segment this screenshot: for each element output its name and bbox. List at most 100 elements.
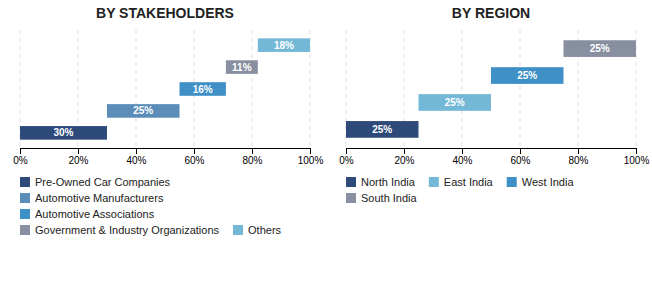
- legend-label: Automotive Manufacturers: [35, 192, 164, 204]
- data-labels: 25% 25% 25% 25%: [372, 43, 610, 135]
- tick-mark: [78, 148, 79, 154]
- legend-label: Automotive Associations: [35, 208, 155, 220]
- legend-label: East India: [444, 176, 494, 188]
- tick: 40%: [126, 148, 146, 166]
- bar: [226, 60, 258, 74]
- tick: 0%: [13, 148, 28, 166]
- tick: 80%: [568, 148, 588, 166]
- legend-item: Automotive Manufacturers: [20, 192, 164, 204]
- tick-label: 80%: [242, 155, 262, 166]
- tick-mark: [310, 148, 311, 154]
- legend-swatch: [20, 209, 30, 219]
- legend-item: South India: [346, 192, 418, 204]
- legend-label: Government & Industry Organizations: [35, 224, 220, 236]
- bar: [491, 67, 564, 84]
- data-label: 25%: [517, 70, 537, 81]
- panel: BY STAKEHOLDERS 30% 25% 16% 11% 18% 0% 20% 40% 60…: [13, 5, 323, 236]
- tick-mark: [252, 148, 253, 154]
- tick-label: 60%: [510, 155, 530, 166]
- panel: BY REGION 25% 25% 25% 25% 0% 20% 40% 60% 80% 100% N…: [339, 5, 649, 204]
- bar: [419, 94, 492, 111]
- data-label: 25%: [133, 105, 153, 116]
- tick-label: 0%: [13, 155, 28, 166]
- legend-item: East India: [429, 176, 494, 188]
- tick-mark: [136, 148, 137, 154]
- chart-title: BY REGION: [452, 5, 530, 21]
- tick-mark: [346, 148, 347, 154]
- tick-mark: [20, 148, 21, 154]
- tick-label: 40%: [452, 155, 472, 166]
- x-axis: 0% 20% 40% 60% 80% 100%: [339, 148, 649, 166]
- tick: 100%: [624, 148, 650, 166]
- legend-item: Automotive Associations: [20, 208, 155, 220]
- chart-title: BY STAKEHOLDERS: [96, 5, 234, 21]
- grid-line: [136, 30, 137, 148]
- legend-label: South India: [361, 192, 418, 204]
- data-label: 30%: [53, 127, 73, 138]
- legend-swatch: [346, 193, 356, 203]
- tick: 60%: [510, 148, 530, 166]
- legend-item: North India: [346, 176, 416, 188]
- data-labels: 30% 25% 16% 11% 18%: [53, 40, 294, 139]
- tick-label: 0%: [339, 155, 354, 166]
- legend: North India East India West India South Ind…: [346, 176, 574, 204]
- tick-mark: [578, 148, 579, 154]
- data-label: 18%: [274, 40, 294, 51]
- data-label: 16%: [193, 84, 213, 95]
- data-label: 25%: [372, 124, 392, 135]
- legend-swatch: [20, 225, 30, 235]
- grid-line: [520, 30, 521, 148]
- tick: 40%: [452, 148, 472, 166]
- legend-swatch: [507, 177, 517, 187]
- legend: Pre-Owned Car Companies Automotive Manufa…: [20, 176, 282, 236]
- tick-mark: [636, 148, 637, 154]
- grid-line: [462, 30, 463, 148]
- tick-label: 80%: [568, 155, 588, 166]
- legend-label: Others: [248, 224, 282, 236]
- tick: 20%: [394, 148, 414, 166]
- bar: [564, 40, 637, 57]
- bar: [107, 104, 180, 118]
- bar: [258, 38, 310, 52]
- legend-item: Pre-Owned Car Companies: [20, 176, 171, 188]
- tick-label: 100%: [624, 155, 650, 166]
- legend-swatch: [346, 177, 356, 187]
- legend-item: West India: [507, 176, 575, 188]
- legend-swatch: [20, 193, 30, 203]
- data-label: 11%: [232, 62, 252, 73]
- grid-line: [252, 30, 253, 148]
- tick-label: 20%: [394, 155, 414, 166]
- tick: 100%: [298, 148, 324, 166]
- tick-mark: [520, 148, 521, 154]
- bars: [346, 40, 636, 138]
- data-label: 25%: [445, 97, 465, 108]
- legend-label: West India: [522, 176, 575, 188]
- tick-label: 40%: [126, 155, 146, 166]
- legend-item: Government & Industry Organizations: [20, 224, 220, 236]
- legend-label: North India: [361, 176, 416, 188]
- grid: [20, 30, 310, 148]
- legend-item: Others: [233, 224, 282, 236]
- legend-swatch: [233, 225, 243, 235]
- data-label: 25%: [590, 43, 610, 54]
- x-axis: 0% 20% 40% 60% 80% 100%: [13, 148, 323, 166]
- tick: 80%: [242, 148, 262, 166]
- tick-mark: [194, 148, 195, 154]
- tick-label: 100%: [298, 155, 324, 166]
- tick-mark: [462, 148, 463, 154]
- legend-swatch: [20, 177, 30, 187]
- bars: [20, 38, 310, 139]
- tick-label: 20%: [68, 155, 88, 166]
- legend-swatch: [429, 177, 439, 187]
- bar: [20, 126, 107, 140]
- chart-root: BY STAKEHOLDERS 30% 25% 16% 11% 18% 0% 20% 40% 60…: [0, 0, 652, 292]
- tick-label: 60%: [184, 155, 204, 166]
- tick: 0%: [339, 148, 354, 166]
- tick: 60%: [184, 148, 204, 166]
- grid: [346, 30, 636, 148]
- tick: 20%: [68, 148, 88, 166]
- axis-line: [21, 149, 311, 155]
- axis-line: [347, 149, 637, 155]
- legend-label: Pre-Owned Car Companies: [35, 176, 171, 188]
- tick-mark: [404, 148, 405, 154]
